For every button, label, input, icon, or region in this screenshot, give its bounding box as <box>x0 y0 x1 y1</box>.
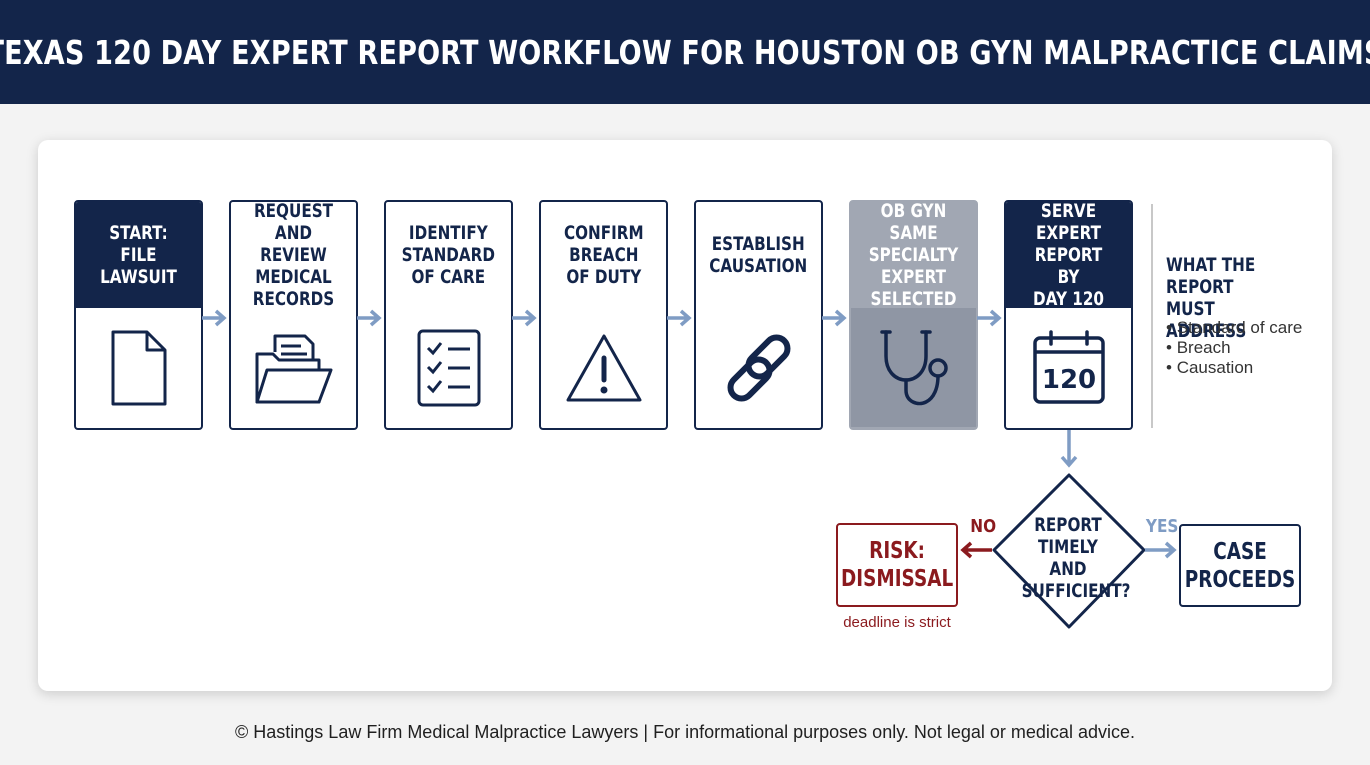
step-review-records: REQUEST AND REVIEW MEDICAL RECORDS <box>229 200 358 430</box>
header-banner: Texas 120 Day Expert Report Workflow for… <box>0 0 1370 104</box>
arrow-right-icon <box>667 309 692 327</box>
decision-question: REPORT TIMELY AND SUFFICIENT? <box>1021 514 1131 602</box>
stethoscope-icon <box>879 329 948 405</box>
folder-icon <box>255 334 332 403</box>
step-standard-of-care: IDENTIFY STANDARD OF CARE <box>384 200 513 430</box>
arrow-down-icon <box>1060 430 1078 468</box>
list-item: Breach <box>1166 338 1302 358</box>
risk-dismissal-box: RISK: DISMISSAL <box>836 523 958 607</box>
step-title: IDENTIFY STANDARD OF CARE <box>401 222 496 288</box>
step-title: START: FILE LAWSUIT <box>100 222 177 288</box>
step-file-lawsuit: START: FILE LAWSUIT <box>74 200 203 430</box>
arrow-right-icon <box>202 309 227 327</box>
decision-diamond <box>992 473 1146 629</box>
step-breach-of-duty: CONFIRM BREACH OF DUTY <box>539 200 668 430</box>
case-proceeds-label: CASE PROCEEDS <box>1184 538 1296 593</box>
step-causation: ESTABLISH CAUSATION <box>694 200 823 430</box>
deadline-note: deadline is strict <box>843 614 951 631</box>
list-item: Standard of care <box>1166 318 1303 338</box>
list-item: Causation <box>1166 358 1302 378</box>
arrow-right-icon <box>977 309 1002 327</box>
document-icon <box>111 330 166 405</box>
step-title: ESTABLISH CAUSATION <box>709 233 808 277</box>
checklist-icon <box>417 329 480 406</box>
arrow-left-icon <box>960 541 992 559</box>
footer-disclaimer: © Hastings Law Firm Medical Malpractice … <box>235 722 1135 742</box>
requirements-list: Standard of care Breach Causation <box>1166 318 1303 378</box>
arrow-right-icon <box>357 309 382 327</box>
step-title: CONFIRM BREACH OF DUTY <box>563 222 644 288</box>
page-title: Texas 120 Day Expert Report Workflow for… <box>0 32 1370 72</box>
arrow-right-icon <box>512 309 537 327</box>
step-expert-selected: OB GYN SAME SPECIALTY EXPERT SELECTED <box>849 200 978 430</box>
calendar-number: 120 <box>1041 365 1095 395</box>
step-title: OB GYN SAME SPECIALTY EXPERT SELECTED <box>868 200 959 310</box>
divider <box>1151 204 1153 428</box>
yes-label: YES <box>1145 516 1179 537</box>
warning-icon <box>566 334 641 401</box>
arrow-right-icon <box>1145 541 1177 559</box>
calendar-icon: 120 <box>1032 329 1105 404</box>
no-label: NO <box>970 516 997 537</box>
step-serve-report: SERVE EXPERT REPORT BY DAY 120 120 <box>1004 200 1133 430</box>
chain-link-icon <box>727 334 790 401</box>
case-proceeds-box: CASE PROCEEDS <box>1179 524 1301 607</box>
step-title: REQUEST AND REVIEW MEDICAL RECORDS <box>252 200 335 310</box>
risk-dismissal-label: RISK: DISMISSAL <box>840 538 954 592</box>
step-title: SERVE EXPERT REPORT BY DAY 120 <box>1033 200 1104 310</box>
arrow-right-icon <box>822 309 847 327</box>
